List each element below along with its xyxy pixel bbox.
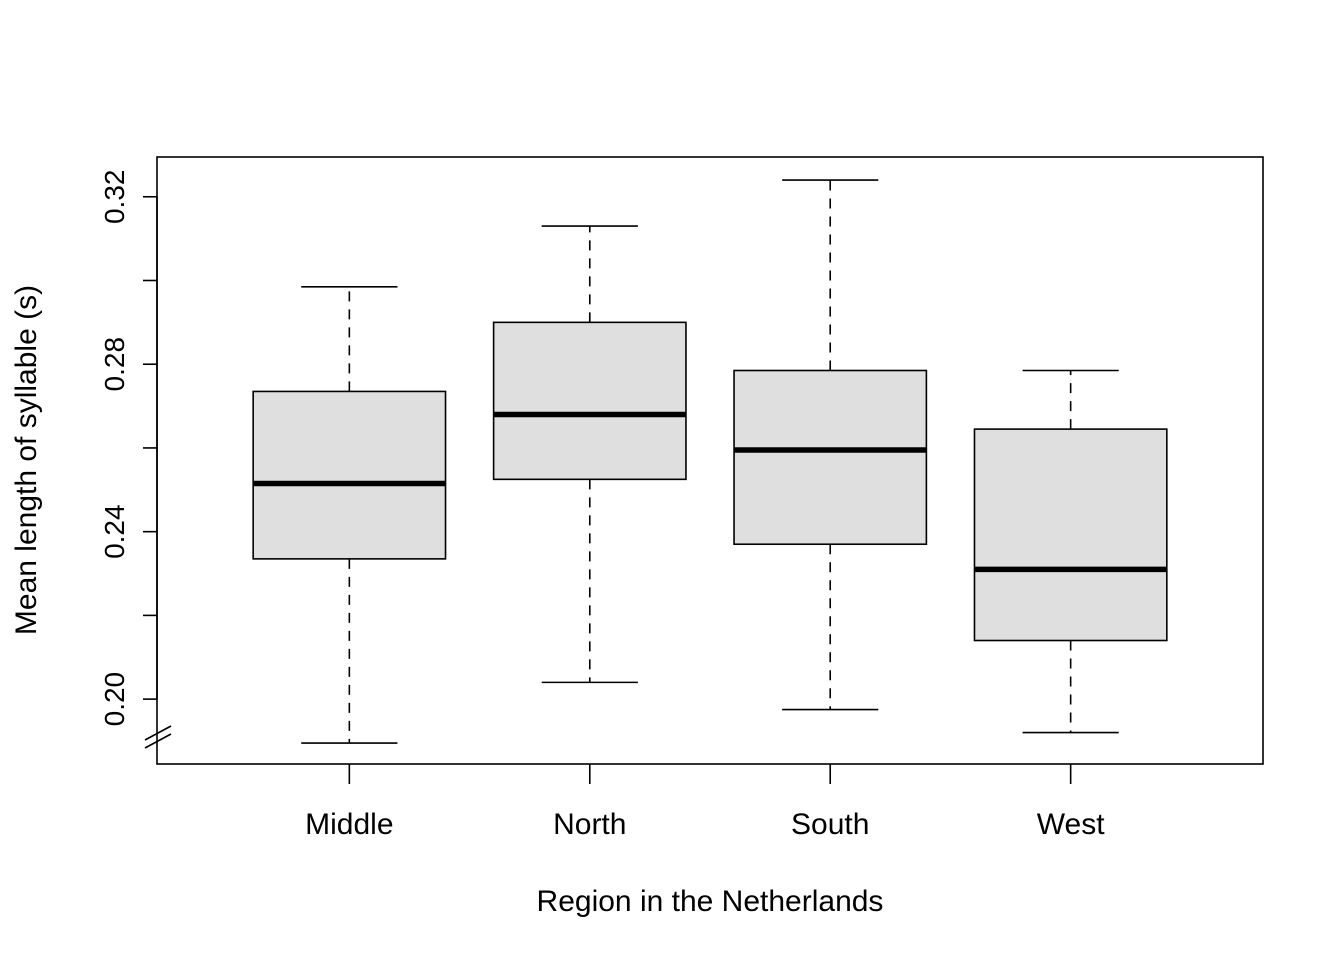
- box-south: [733, 179, 928, 711]
- iqr-box: [492, 321, 687, 481]
- x-tick-label: South: [791, 808, 869, 841]
- box-west: [973, 369, 1168, 734]
- iqr-box: [973, 428, 1168, 642]
- boxes: [252, 179, 1168, 744]
- y-tick-label: 0.20: [99, 672, 130, 727]
- box-middle: [252, 285, 447, 744]
- y-axis: 0.20 0.24 0.28 0.32: [99, 170, 172, 749]
- x-tick-label: North: [553, 808, 626, 841]
- y-tick-label: 0.28: [99, 337, 130, 392]
- x-tick-label: West: [1037, 808, 1105, 841]
- y-tick-label: 0.24: [99, 504, 130, 559]
- y-axis-label: Mean length of syllable (s): [10, 285, 43, 635]
- x-axis: Middle North South West: [305, 764, 1105, 841]
- x-tick-label: Middle: [305, 808, 393, 841]
- axis-break-mark: [144, 733, 172, 749]
- iqr-box: [733, 369, 928, 546]
- iqr-box: [252, 390, 447, 560]
- y-tick-label: 0.32: [99, 170, 130, 225]
- axis-break-mark: [144, 725, 172, 741]
- x-axis-label: Region in the Netherlands: [537, 885, 884, 918]
- box-north: [492, 225, 687, 684]
